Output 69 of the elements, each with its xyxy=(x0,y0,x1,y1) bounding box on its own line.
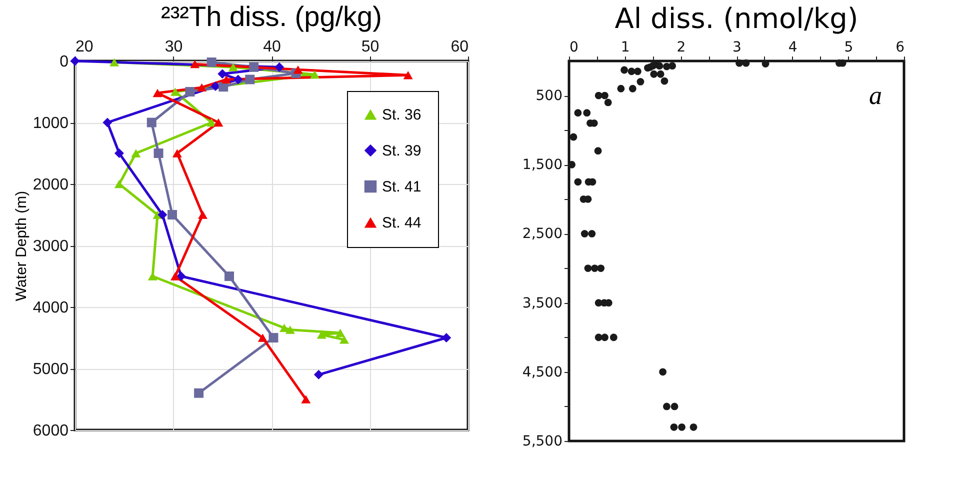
y-tick-label: 500 xyxy=(536,88,562,104)
y-tick-label: 2000 xyxy=(32,176,69,194)
point xyxy=(601,92,608,100)
point xyxy=(597,264,605,272)
legend-label: St. 36 xyxy=(382,106,422,124)
point xyxy=(690,423,698,431)
point xyxy=(678,423,686,431)
y-tick-label: 3,500 xyxy=(522,295,562,312)
y-tick-label: 1,500 xyxy=(522,157,562,174)
point xyxy=(656,62,664,70)
point xyxy=(620,66,628,74)
y-tick-label: 4,500 xyxy=(522,364,562,380)
point xyxy=(568,160,576,168)
y-axis-title: Water Depth (m) xyxy=(12,190,30,302)
point xyxy=(636,78,644,86)
y-tick-label: 3000 xyxy=(32,238,69,255)
x-tick-label: 4 xyxy=(788,40,798,56)
y-tick-label: 0 xyxy=(60,54,69,70)
x-tick-label: 50 xyxy=(361,38,380,56)
point xyxy=(584,264,592,272)
x-tick-label: 2 xyxy=(676,40,686,56)
y-tick-label: 2,500 xyxy=(522,226,562,242)
point xyxy=(742,59,750,67)
legend-label: St. 41 xyxy=(382,178,422,196)
point xyxy=(574,109,582,117)
point xyxy=(574,178,582,186)
y-tick-label: 5,500 xyxy=(522,434,562,450)
point xyxy=(736,59,743,67)
point xyxy=(590,264,598,272)
point xyxy=(644,64,652,72)
point xyxy=(594,147,602,155)
point xyxy=(656,70,664,78)
point xyxy=(604,98,612,106)
point xyxy=(650,70,658,78)
point xyxy=(580,230,588,238)
x-tick-label: 1 xyxy=(620,40,630,56)
x-tick-label: 60 xyxy=(450,38,469,56)
point xyxy=(628,84,636,92)
point xyxy=(570,133,578,141)
chart-title: ²³²Th diss. (pg/kg) xyxy=(161,1,382,32)
legend-label: St. 44 xyxy=(382,214,422,232)
point xyxy=(617,84,625,92)
x-tick-label: 30 xyxy=(164,38,183,56)
x-tick-label: 40 xyxy=(263,38,281,56)
legend-label: St. 39 xyxy=(382,142,422,160)
point xyxy=(668,62,676,70)
point xyxy=(601,334,608,342)
x-tick-label: 3 xyxy=(732,40,742,56)
y-tick-label: 1000 xyxy=(32,115,69,132)
point xyxy=(583,109,591,117)
point xyxy=(634,68,642,76)
y-tick-label: 5000 xyxy=(32,361,69,378)
y-tick-label: 4000 xyxy=(32,300,69,316)
x-tick-label: 20 xyxy=(76,38,94,56)
chart-title: Al diss. (nmol/kg) xyxy=(614,2,858,35)
y-tick-label: 6000 xyxy=(32,422,69,440)
x-tick-label: 5 xyxy=(844,40,854,56)
annotation: a xyxy=(869,81,882,110)
x-tick-label: 0 xyxy=(570,40,578,56)
x-tick-label: 6 xyxy=(896,40,905,56)
point xyxy=(659,368,667,376)
point xyxy=(663,402,670,410)
point xyxy=(610,334,618,342)
point xyxy=(670,423,678,431)
point xyxy=(628,68,636,76)
point xyxy=(588,230,596,238)
point xyxy=(660,77,668,85)
point xyxy=(670,402,678,410)
point xyxy=(762,60,770,68)
